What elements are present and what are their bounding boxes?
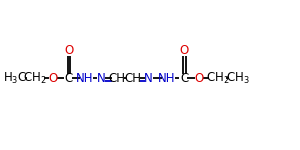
Text: H$_3$C: H$_3$C — [3, 70, 27, 86]
Text: CH: CH — [124, 72, 141, 84]
Text: C: C — [180, 72, 189, 84]
Text: CH$_2$: CH$_2$ — [23, 70, 47, 86]
Text: CH$_3$: CH$_3$ — [226, 70, 250, 86]
Text: NH: NH — [76, 72, 94, 84]
Text: O: O — [48, 72, 58, 84]
Text: CH$_2$: CH$_2$ — [206, 70, 229, 86]
Text: CH: CH — [108, 72, 125, 84]
Text: C: C — [65, 72, 73, 84]
Text: O: O — [180, 44, 189, 57]
Text: O: O — [195, 72, 204, 84]
Text: O: O — [64, 44, 74, 57]
Text: N: N — [144, 72, 153, 84]
Text: N: N — [96, 72, 105, 84]
Text: NH: NH — [158, 72, 175, 84]
